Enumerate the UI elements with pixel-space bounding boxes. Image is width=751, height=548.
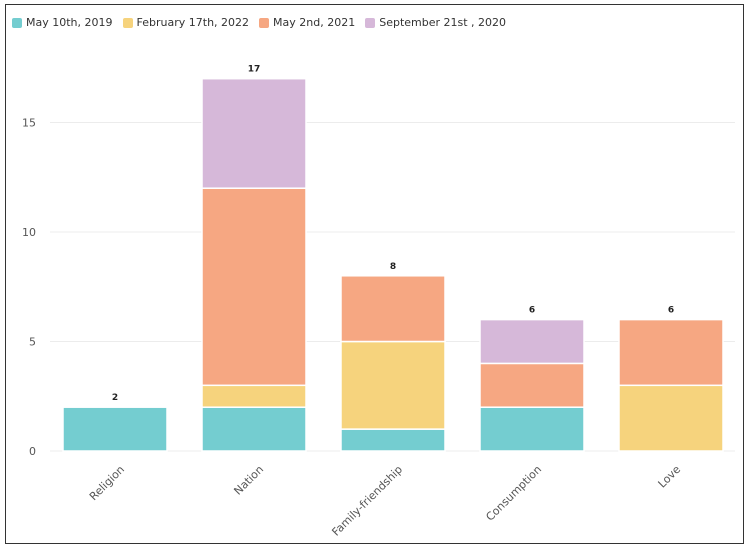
- legend-label: February 17th, 2022: [136, 16, 250, 29]
- bar-total-label: 17: [248, 65, 261, 75]
- legend-swatch: [365, 17, 376, 28]
- bar-segment[interactable]: [479, 318, 585, 365]
- bar-segment[interactable]: [201, 77, 307, 189]
- bar-total-label: 2: [112, 393, 118, 403]
- y-tick-label: 5: [29, 336, 36, 349]
- bar-segment[interactable]: [201, 406, 307, 452]
- bar-segment[interactable]: [479, 406, 585, 452]
- bar-total-label: 6: [668, 306, 674, 316]
- legend-label: May 10th, 2019: [26, 16, 113, 29]
- bar-segment[interactable]: [62, 406, 168, 452]
- bar-segment[interactable]: [340, 428, 446, 452]
- bar-segment[interactable]: [479, 362, 585, 408]
- bar-segment[interactable]: [618, 318, 724, 387]
- legend-item[interactable]: May 10th, 2019: [12, 16, 113, 29]
- legend-label: May 2nd, 2021: [273, 16, 356, 29]
- bar-segment[interactable]: [201, 187, 307, 387]
- chart-legend: May 10th, 2019 February 17th, 2022 May 2…: [12, 16, 506, 29]
- x-category-label: Nation: [231, 463, 266, 498]
- bar-totals: 2 17 8 6 6: [112, 65, 674, 404]
- legend-item[interactable]: February 17th, 2022: [122, 16, 250, 29]
- bars: [62, 77, 724, 452]
- legend-swatch: [259, 17, 270, 28]
- bar-segment[interactable]: [340, 340, 446, 430]
- legend-label: September 21st , 2020: [379, 16, 507, 29]
- bar-segment[interactable]: [618, 384, 724, 452]
- bar-total-label: 8: [390, 262, 396, 272]
- bar-segment[interactable]: [340, 275, 446, 343]
- x-category-label: Religion: [87, 463, 127, 503]
- legend-swatch: [12, 17, 22, 28]
- legend-item[interactable]: September 21st , 2020: [365, 16, 506, 29]
- x-category-label: Family-friendship: [329, 463, 405, 539]
- legend-item[interactable]: May 2nd, 2021: [259, 16, 355, 29]
- bar-segment[interactable]: [201, 384, 307, 408]
- y-tick-label: 15: [22, 117, 36, 130]
- chart-frame: [5, 4, 744, 544]
- y-axis-ticks: 0 5 10 15: [22, 117, 36, 459]
- bar-total-label: 6: [529, 306, 535, 316]
- legend-swatch: [122, 17, 133, 28]
- y-tick-label: 10: [22, 226, 36, 239]
- x-category-label: Consumption: [483, 463, 544, 524]
- y-tick-label: 0: [29, 445, 36, 458]
- x-category-label: Love: [656, 463, 684, 491]
- x-axis-categories: Religion Nation Family-friendship Consum…: [87, 463, 683, 539]
